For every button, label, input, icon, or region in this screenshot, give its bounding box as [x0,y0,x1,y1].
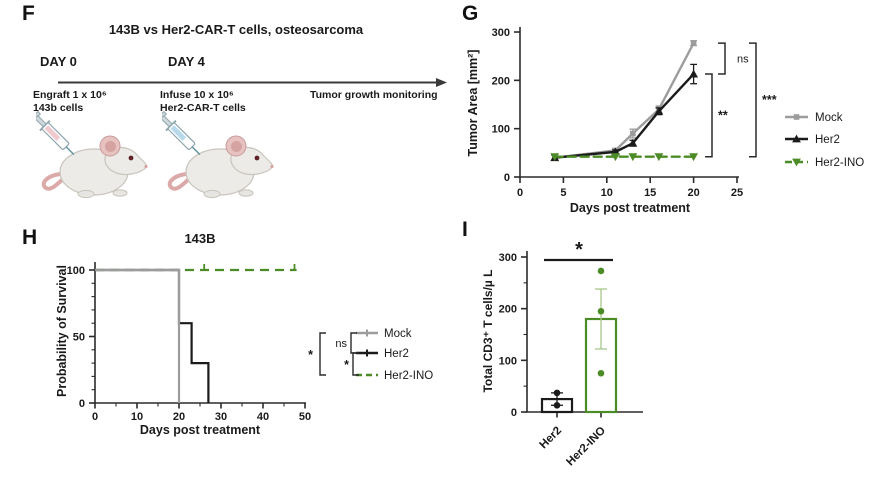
i-bar-her2-ino [584,267,618,414]
svg-text:200: 200 [492,75,510,87]
svg-text:200: 200 [499,304,517,316]
mouse-foot [203,189,221,199]
mouse-eye [254,155,260,161]
panel-h-label: H [22,226,38,249]
panel-f-label: F [22,2,35,25]
mouse-foot [238,189,254,197]
g-series-mock [551,40,697,161]
day4-heading: DAY 4 [168,54,205,69]
infuse-note: Infuse 10 x 10⁶ Her2-CAR-T cells [160,89,246,115]
g-significance: ns***** [705,42,777,158]
mouse-nose [270,164,274,169]
engraft-note: Engraft 1 x 10⁶ 143b cells [33,89,107,115]
g-tick-labels: 0 100 200 300 0 5 10 15 20 25 [492,27,743,199]
mouse-ear-inner [105,141,116,152]
syringe-liquid [170,125,187,141]
mouse-ear-inner [231,141,242,152]
tcell-count-chart: 0 100 200 300 Her2 Her2-INO * [499,239,643,469]
svg-text:10: 10 [131,411,143,423]
h-tick-labels: 0 50 100 0 10 20 30 40 50 [67,265,311,423]
svg-text:15: 15 [644,187,656,199]
mouse-engraft-illustration [36,110,148,199]
svg-text:100: 100 [492,124,510,136]
svg-text:**: ** [718,108,728,122]
svg-text:40: 40 [257,411,269,423]
svg-text:0: 0 [79,398,85,410]
svg-text:Her2-INO: Her2-INO [384,370,433,382]
svg-text:300: 300 [499,252,517,264]
h-axes [89,262,306,409]
h-chart-title: 143B [184,231,216,246]
i-bar-her2 [540,389,574,414]
svg-text:Her2: Her2 [815,134,840,146]
timeline-arrow [58,78,447,87]
syringe-icon [162,110,201,156]
svg-text:50: 50 [73,332,85,344]
survival-chart: 0 50 100 0 10 20 30 40 50 Mock Her2 Her2-INO ns * * [67,262,433,423]
syringe-liquid [44,125,61,141]
svg-text:0: 0 [511,407,517,419]
svg-text:20: 20 [173,411,185,423]
svg-text:300: 300 [492,27,510,39]
experiment-title: 143B vs Her2-CAR-T cells, osteosarcoma [108,22,364,37]
h-x-axis-title: Days post treatment [139,423,261,437]
h-significance: ns * * [308,332,359,376]
day0-heading: DAY 0 [40,54,77,69]
svg-text:*: * [344,358,349,372]
syringe-icon [36,110,75,156]
svg-text:5: 5 [560,187,566,199]
mouse-tail [167,172,191,191]
svg-text:20: 20 [687,187,699,199]
svg-text:25: 25 [731,187,743,199]
panel-i-label: I [462,218,468,241]
infuse-note-line1: Infuse 10 x 10⁶ [160,89,234,101]
svg-text:0: 0 [517,187,523,199]
mouse-nose [144,164,148,169]
svg-text:100: 100 [67,265,85,277]
h-series-mock [95,268,181,403]
svg-text:0: 0 [504,172,510,184]
svg-text:ns: ns [737,54,749,66]
engraft-note-line2: 143b cells [33,102,84,115]
svg-text:Her2: Her2 [384,348,409,360]
arrowhead-icon [436,78,447,87]
h-series-her2 [95,268,210,403]
svg-text:Her2-INO: Her2-INO [815,157,864,169]
infuse-note-line2: Her2-CAR-T cells [160,102,246,115]
svg-text:Mock: Mock [815,112,843,124]
g-axes [514,27,739,183]
mouse-foot [112,189,128,197]
g-legend: Mock Her2 Her2-INO [785,112,864,169]
mouse-tail [41,172,65,191]
monitoring-note: Tumor growth monitoring [310,89,438,101]
svg-text:ns: ns [335,338,347,350]
g-series-her2 [550,63,698,162]
svg-text:Mock: Mock [384,328,412,340]
svg-text:Her2: Her2 [538,425,565,452]
svg-text:*: * [308,348,313,362]
svg-text:***: *** [762,93,777,107]
svg-text:30: 30 [215,411,227,423]
i-axes [521,251,643,418]
svg-text:Her2-INO: Her2-INO [564,425,608,469]
mouse-eye [128,155,134,161]
i-significance: * [544,239,613,262]
mouse-foot [77,189,95,199]
mouse-infuse-illustration [162,110,274,199]
g-series-her2-ino [550,153,698,162]
svg-text:100: 100 [499,355,517,367]
svg-text:*: * [575,239,583,261]
h-legend: Mock Her2 Her2-INO [356,328,433,382]
svg-text:0: 0 [92,411,98,423]
panel-g-label: G [462,2,479,25]
svg-text:10: 10 [601,187,613,199]
svg-text:50: 50 [299,411,311,423]
g-x-axis-title: Days post treatment [569,201,691,215]
engraft-note-line1: Engraft 1 x 10⁶ [33,89,107,101]
